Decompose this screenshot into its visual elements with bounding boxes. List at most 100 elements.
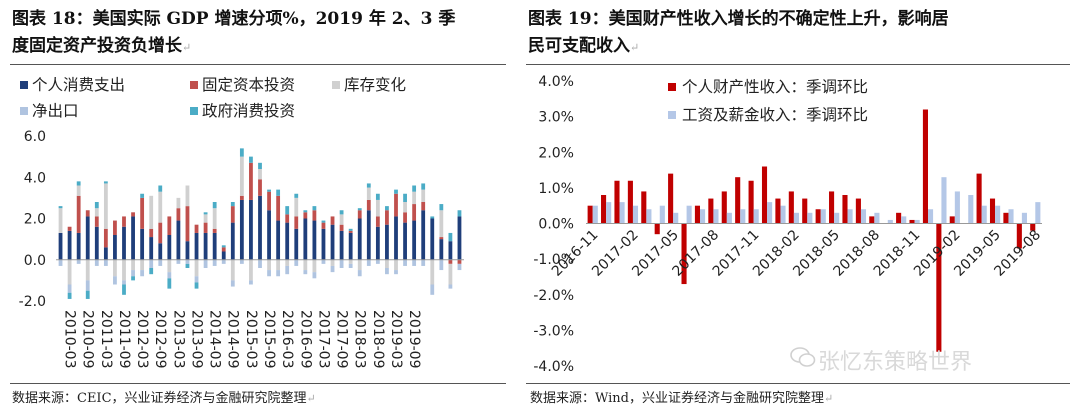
y-tick-label: -1.0% [533,252,574,268]
bar-1 [1035,202,1041,224]
x-tick-label: 2016-09 [297,310,313,369]
bar-segment-3 [339,259,344,268]
bar-0 [748,180,754,224]
bar-1 [740,209,746,224]
bar-segment-1 [230,206,235,223]
bar-segment-4 [185,263,190,268]
bar-1 [606,202,612,224]
bar-segment-0 [430,218,435,260]
bar-segment-1 [94,216,99,227]
bar-segment-4 [76,181,81,186]
income-growth-chart: 4.0% 3.0% 2.0% 1.0% 0.0% -1.0% -2.0% -3.0% -4.0%… [533,74,1044,375]
y-tick-label: 0.0 [24,253,46,269]
bar-0 [842,195,848,224]
bar-segment-3 [194,276,199,283]
right-chart-title: 图表 19：美国财产性收入增长的不确定性上升，影响居 民可支配收入↵ [528,6,1068,61]
bar-segment-4 [357,208,362,211]
bar-segment-2 [76,185,81,196]
bar-segment-1 [158,222,163,244]
bar-segment-4 [212,202,217,209]
bar-0 [909,219,915,224]
bar-1 [834,212,840,224]
bar-segment-1 [76,195,81,233]
bar-segment-3 [312,272,317,279]
bar-0 [681,223,687,285]
bar-0 [869,216,875,224]
bar-segment-3 [113,276,117,285]
bar-0 [775,198,781,224]
bar-segment-4 [348,228,353,231]
legend-swatch-4 [190,107,198,115]
bar-segment-1 [203,222,208,233]
bar-segment-2 [85,259,90,281]
bar-segment-2 [294,197,299,217]
bar-segment-4 [412,185,417,192]
bar-segment-3 [394,270,398,275]
bar-segment-0 [366,210,371,260]
bar-segment-1 [366,199,371,211]
bar-0 [896,212,902,224]
bar-1 [860,209,867,224]
bar-segment-3 [58,259,63,266]
bar-segment-0 [58,232,63,260]
bar-segment-3 [412,259,417,266]
left-source-rule [10,383,506,384]
bar-segment-0 [122,226,126,260]
bar-segment-1 [85,210,90,217]
bar-segment-3 [76,259,81,264]
right-title-line2: 民可支配收入 [528,36,630,56]
bar-segment-3 [158,259,163,266]
x-tick-label: 2014-09 [225,310,241,369]
bar-segment-2 [285,259,290,266]
bar-segment-2 [385,259,389,268]
bar-segment-3 [212,259,217,266]
bar-segment-3 [122,280,126,285]
bar-segment-3 [348,263,353,268]
bar-1 [780,205,786,224]
right-source-rule [526,383,1070,384]
bar-segment-1 [375,216,380,227]
bar-segment-1 [385,210,389,225]
bar-segment-2 [113,259,117,277]
bar-segment-4 [276,189,281,196]
legend-label-2: 库存变化 [344,76,406,94]
left-title-rule [10,64,506,65]
bar-segment-2 [403,202,407,213]
bar-1 [968,195,974,224]
bar-segment-3 [366,259,371,266]
bar-segment-4 [285,206,290,215]
bar-segment-0 [140,228,145,260]
bar-segment-4 [249,156,253,163]
bar-segment-4 [203,212,208,215]
bar-segment-4 [385,206,389,211]
bar-segment-4 [230,202,235,207]
bar-segment-0 [158,243,163,260]
bar-1 [700,209,706,224]
bar-segment-4 [448,232,453,242]
bar-segment-0 [76,232,81,260]
bar-segment-0 [176,220,181,260]
bar-segment-4 [457,210,462,217]
bar-segment-3 [285,265,290,275]
bar-segment-3 [357,270,362,277]
bar-segment-4 [167,278,172,289]
bar-segment-3 [303,270,308,275]
bar-segment-2 [394,259,398,271]
bar-segment-2 [176,197,181,209]
bar-1 [807,212,813,224]
right-title-line1: 图表 19：美国财产性收入增长的不确定性上升，影响居 [528,9,949,29]
bar-0 [761,166,768,224]
bar-0 [627,180,633,224]
bar-segment-4 [131,276,135,281]
bar-segment-1 [321,222,326,229]
y-tick-label: 4.0 [24,170,46,186]
bar-segment-3 [103,259,108,266]
bar-segment-2 [357,259,362,271]
y-tick-label: 4.0% [538,74,574,90]
bar-0 [1030,223,1036,231]
legend-swatch-0 [668,83,676,91]
bar-0 [601,195,607,224]
bar-segment-3 [94,259,99,266]
bar-segment-3 [330,265,335,273]
